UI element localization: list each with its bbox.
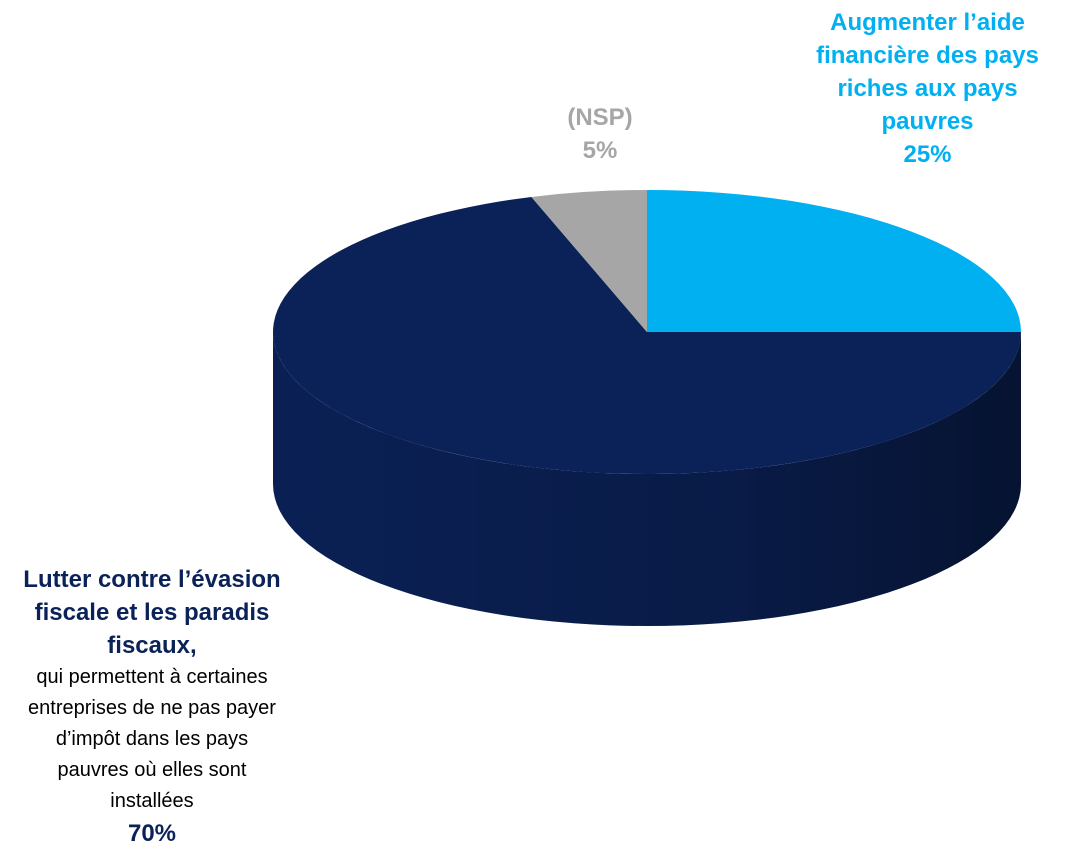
pie-slice — [647, 190, 1021, 332]
category-label: Augmenter l’aide financière des pays ric… — [816, 9, 1039, 135]
pie-slice — [531, 190, 647, 332]
category-label: Lutter contre l’évasion fiscale et les p… — [23, 566, 281, 659]
slice-label: Lutter contre l’évasion fiscale et les p… — [7, 563, 297, 848]
side-shade — [273, 332, 1021, 626]
value-label: 70% — [127, 820, 177, 847]
slice-label: (NSP) 5% — [500, 101, 700, 167]
annotation: qui permettent à certaines entreprises d… — [28, 666, 276, 812]
value-label: 25% — [903, 141, 952, 168]
category-label: (NSP) — [567, 104, 633, 131]
slice-label: Augmenter l’aide financière des pays ric… — [805, 6, 1050, 171]
pie-slice — [272, 196, 1021, 474]
value-label: 5% — [582, 137, 618, 164]
